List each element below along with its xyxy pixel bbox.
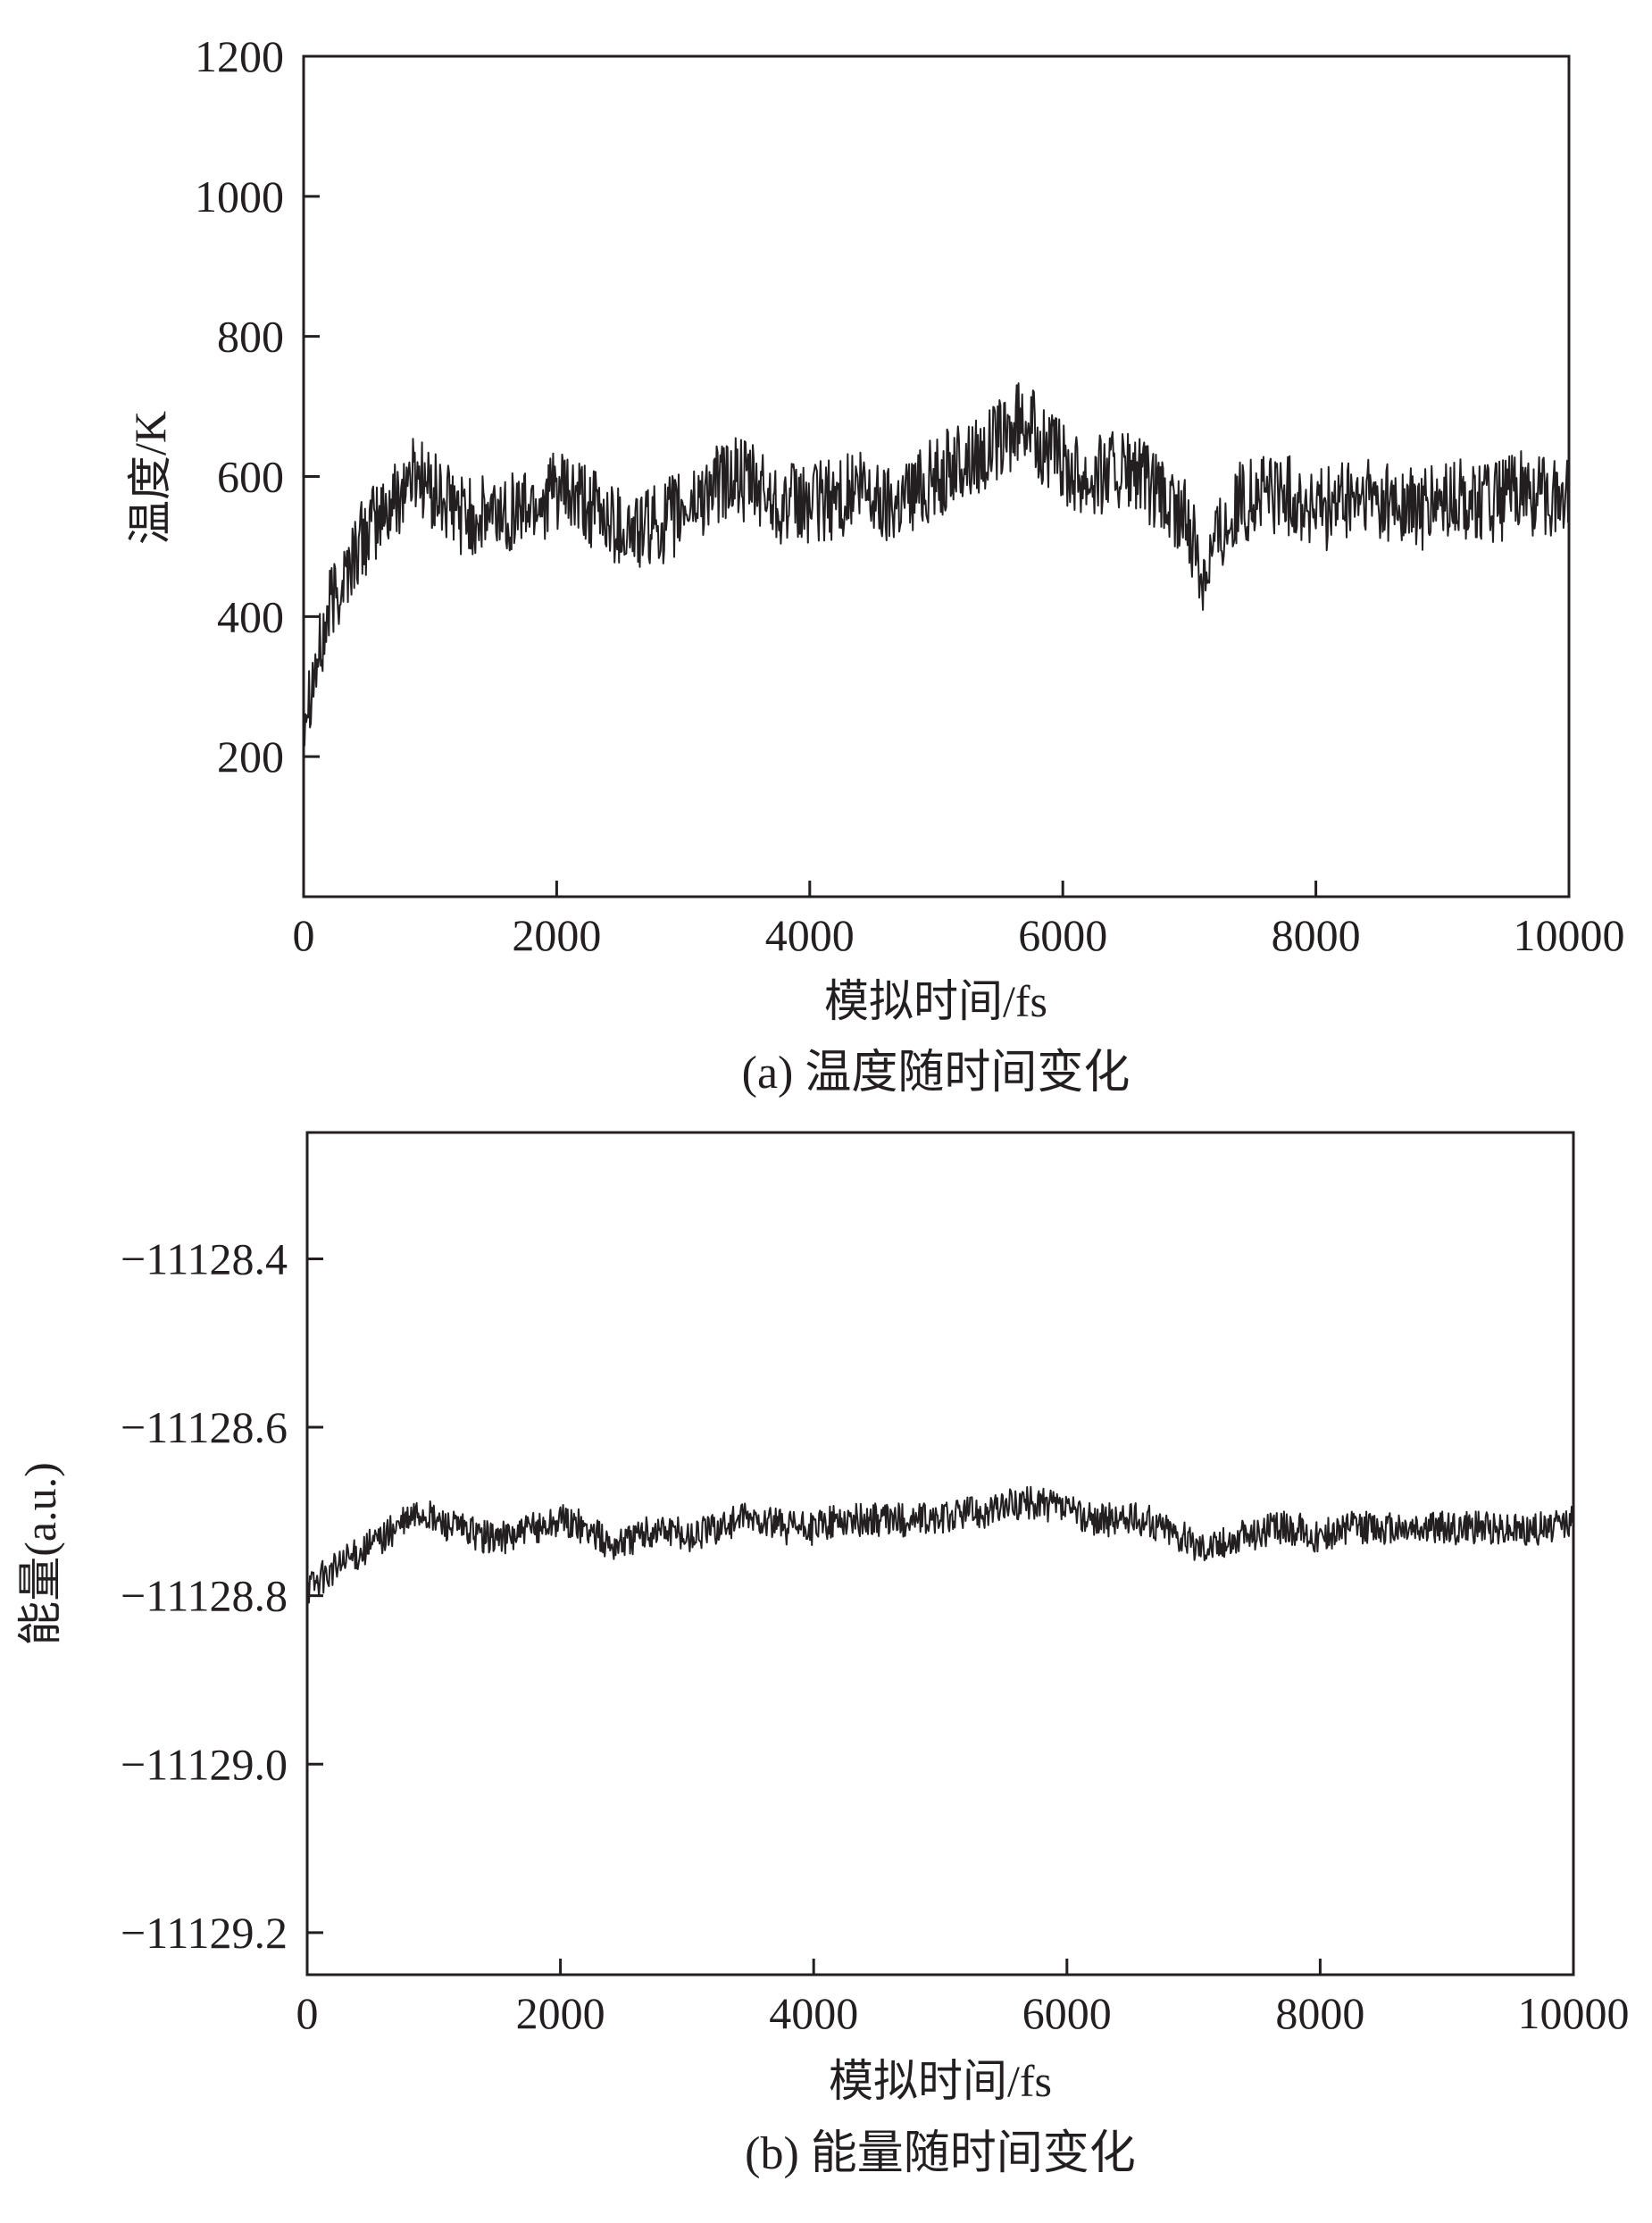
x-axis-title-a: 模拟时间/fs xyxy=(824,976,1047,1026)
panel-a: 0 2000 4000 6000 8000 10000 200 400 600 800 1000 12… xyxy=(125,31,1625,1099)
y-tick-label-b: −11128.6 xyxy=(121,1402,288,1452)
caption-b: (b) 能量随时间变化 xyxy=(745,2128,1136,2179)
axis-ticks-b xyxy=(307,1257,1322,1975)
x-tick-label-b: 4000 xyxy=(769,1988,858,2038)
temperature-series-line xyxy=(303,382,1570,747)
y-tick-label-b: −11128.4 xyxy=(121,1233,288,1283)
x-axis-title-b: 模拟时间/fs xyxy=(829,2056,1052,2106)
y-tick-label-a: 1200 xyxy=(195,31,284,81)
x-tick-label-a: 4000 xyxy=(765,910,855,960)
x-tick-label-b: 8000 xyxy=(1275,1988,1364,2038)
x-tick-label-a: 10000 xyxy=(1514,910,1625,960)
y-tick-label-b: −11128.8 xyxy=(121,1571,288,1621)
x-tick-label-a: 0 xyxy=(293,910,315,960)
y-tick-label-b: −11129.2 xyxy=(121,1908,288,1958)
energy-series-line xyxy=(306,1485,1574,1604)
x-tick-label-b: 10000 xyxy=(1518,1988,1630,2038)
x-tick-label-b: 2000 xyxy=(516,1988,605,2038)
plot-frame-b xyxy=(305,1131,1575,1976)
tick-labels-b: 0 2000 4000 6000 8000 10000 −11129.2 −11129.0 −1… xyxy=(121,1233,1630,2038)
axis-ticks-a xyxy=(304,54,1318,897)
y-tick-label-a: 600 xyxy=(217,452,284,502)
x-tick-label-b: 0 xyxy=(296,1988,319,2038)
x-tick-label-a: 6000 xyxy=(1018,910,1107,960)
y-tick-label-a: 800 xyxy=(217,312,284,362)
y-axis-title-b: 能量(a.u.) xyxy=(15,1462,65,1646)
y-tick-label-a: 1000 xyxy=(195,171,284,221)
y-tick-label-a: 400 xyxy=(217,591,284,641)
x-tick-label-a: 8000 xyxy=(1272,910,1361,960)
caption-a: (a) 温度随时间变化 xyxy=(742,1048,1131,1099)
x-tick-label-a: 2000 xyxy=(512,910,601,960)
y-tick-label-a: 200 xyxy=(217,731,284,781)
tick-labels-a: 0 2000 4000 6000 8000 10000 200 400 600 800 1000 12… xyxy=(195,31,1625,960)
x-tick-label-b: 6000 xyxy=(1022,1988,1112,2038)
panel-b: 0 2000 4000 6000 8000 10000 −11129.2 −11129.0 −1… xyxy=(15,1131,1630,2179)
y-tick-label-b: −11129.0 xyxy=(121,1739,288,1789)
y-axis-title-a: 温度/K xyxy=(125,411,175,545)
